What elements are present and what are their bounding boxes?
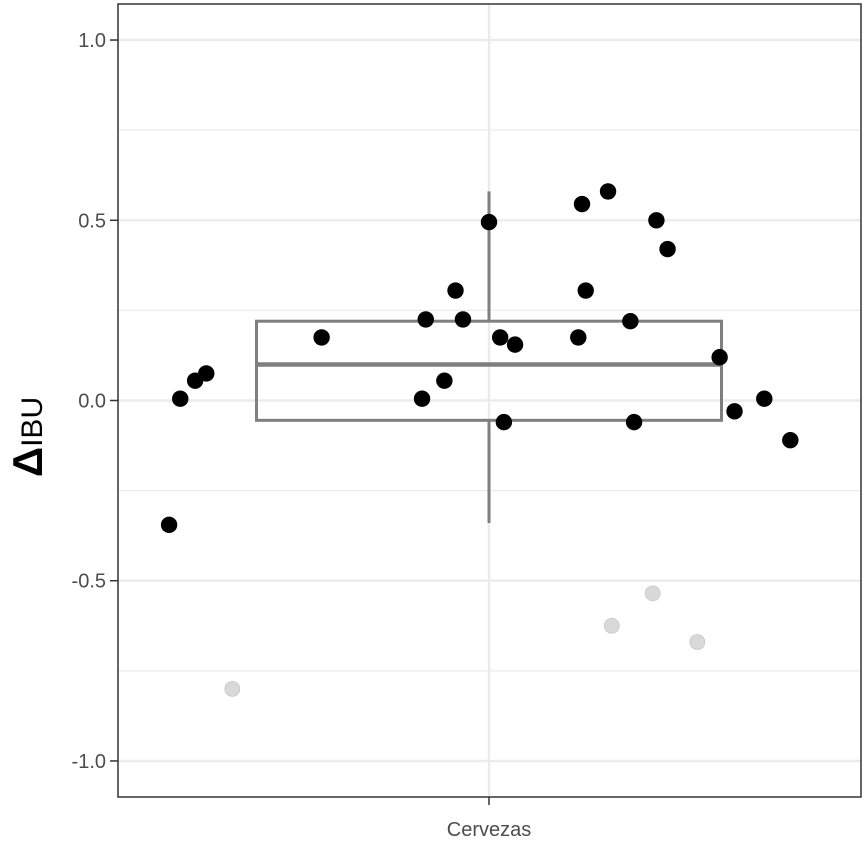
data-point bbox=[577, 282, 594, 299]
data-point bbox=[570, 329, 587, 346]
outlier-point bbox=[224, 680, 241, 697]
y-tick-label: 0.5 bbox=[78, 210, 106, 232]
y-axis-title-delta: Δ bbox=[4, 447, 51, 477]
data-point bbox=[622, 313, 639, 330]
data-point bbox=[625, 413, 643, 431]
data-point bbox=[782, 431, 799, 449]
data-point bbox=[436, 372, 453, 389]
y-axis-title-text: IBU bbox=[16, 397, 49, 447]
data-points bbox=[160, 183, 799, 534]
data-point bbox=[491, 329, 509, 346]
y-tick-label: -1.0 bbox=[72, 751, 106, 773]
data-point bbox=[711, 349, 728, 366]
iqr-box bbox=[255, 319, 723, 422]
y-tick-label: -0.5 bbox=[72, 571, 106, 593]
data-point bbox=[160, 516, 178, 534]
y-axis: -1.0 -0.5 0.0 0.5 1.0 bbox=[72, 30, 118, 773]
data-point bbox=[506, 336, 524, 353]
outlier-points bbox=[224, 585, 706, 697]
data-point bbox=[413, 390, 431, 407]
data-point bbox=[648, 212, 665, 229]
outlier-point bbox=[689, 634, 706, 650]
y-tick-label: 1.0 bbox=[78, 30, 106, 52]
data-point bbox=[495, 413, 513, 431]
data-point bbox=[172, 390, 189, 407]
data-point bbox=[480, 213, 498, 231]
data-point bbox=[454, 311, 472, 328]
data-point bbox=[599, 183, 617, 200]
data-point bbox=[726, 403, 743, 420]
y-axis-title: ΔIBU bbox=[4, 397, 51, 477]
outlier-point bbox=[644, 585, 661, 602]
x-tick-label: Cervezas bbox=[447, 819, 531, 841]
data-point bbox=[313, 329, 330, 346]
x-axis: Cervezas bbox=[447, 797, 531, 841]
data-point bbox=[417, 311, 434, 328]
data-point bbox=[659, 240, 676, 258]
data-point bbox=[573, 195, 591, 213]
data-point bbox=[198, 365, 215, 382]
y-tick-label: 0.0 bbox=[78, 391, 106, 413]
data-point bbox=[756, 390, 773, 407]
outlier-point bbox=[603, 617, 620, 634]
grid bbox=[118, 4, 861, 797]
boxplot bbox=[255, 191, 723, 524]
data-point bbox=[447, 282, 464, 299]
